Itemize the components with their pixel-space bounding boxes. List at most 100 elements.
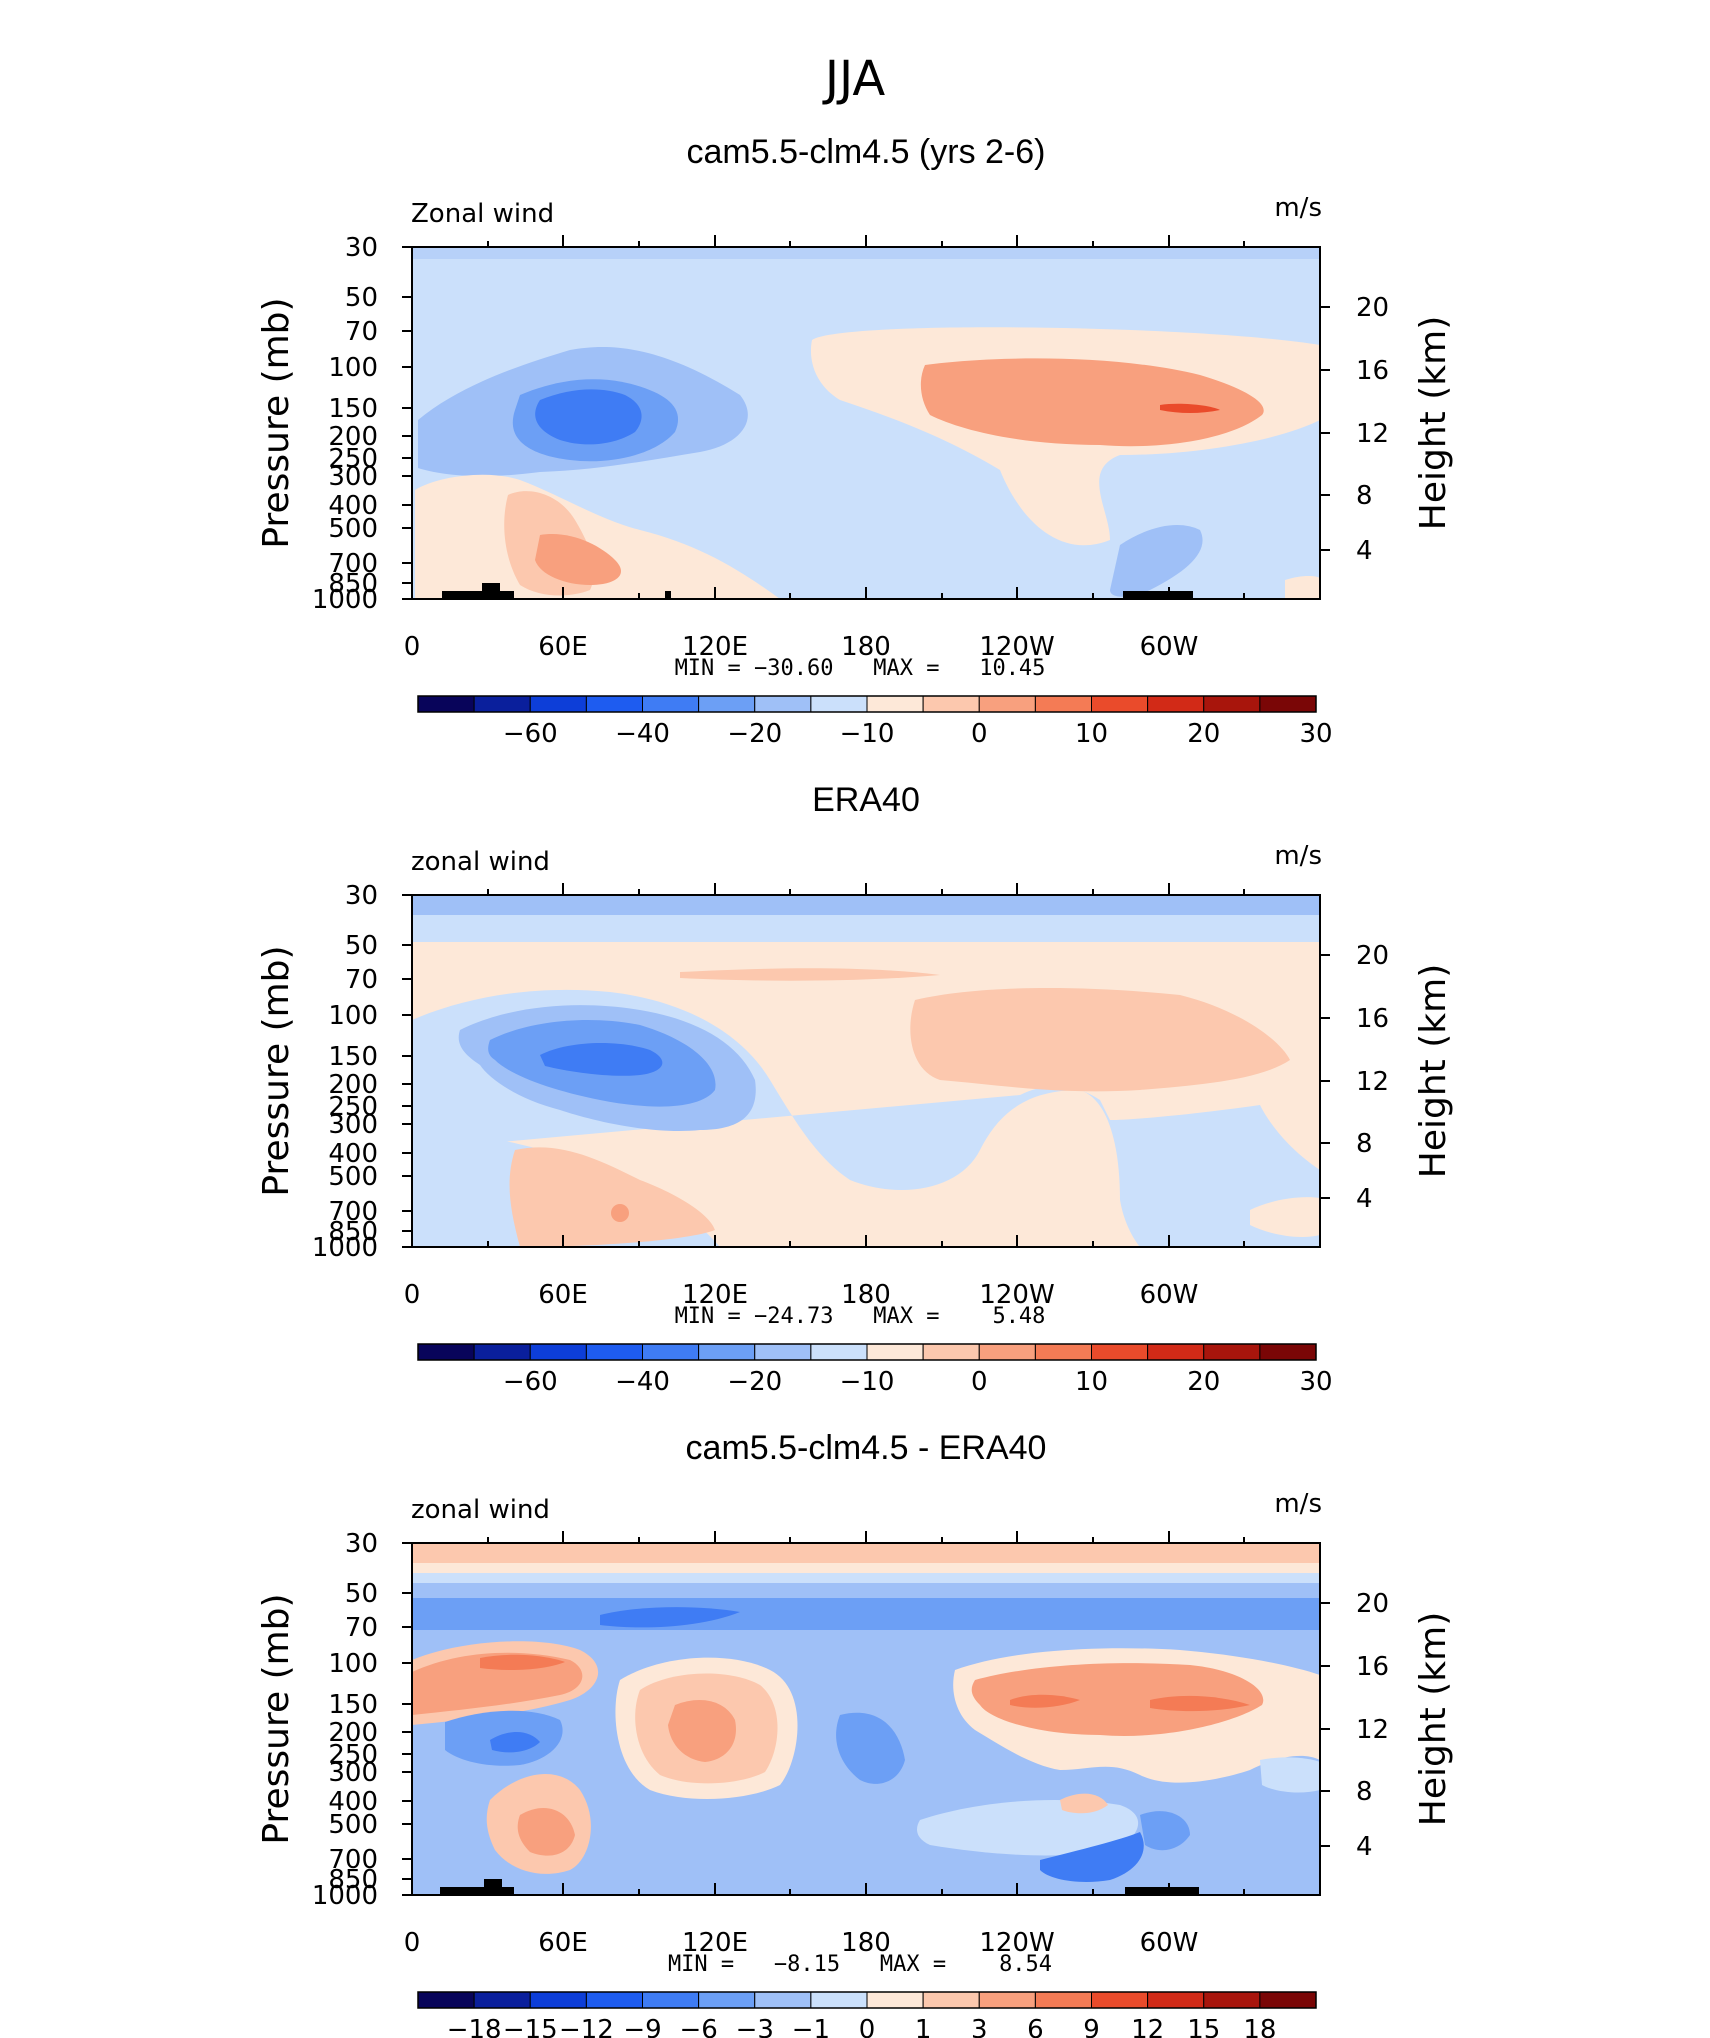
colorbar-swatch	[417, 1991, 475, 2009]
colorbar-label: 18	[1243, 2015, 1276, 2038]
colorbar-swatch	[642, 695, 700, 713]
colorbar-swatch	[1147, 695, 1205, 713]
colorbar-label: −6	[679, 2015, 717, 2038]
pressure-axis: 30 50 70 100 150 200 250 300 400 500 700…	[312, 1529, 412, 1911]
colorbar-label: 0	[859, 2015, 876, 2038]
pressure-tick: 150	[328, 1690, 378, 1720]
pressure-tick: 50	[345, 1579, 378, 1609]
contour-band-upper	[412, 895, 1320, 915]
colorbar-label: −12	[559, 2015, 614, 2038]
contour-edge-light	[1260, 1757, 1320, 1793]
height-tick: 4	[1356, 536, 1373, 566]
colorbar-swatch	[1259, 1343, 1317, 1361]
pressure-tick: 850	[328, 1217, 378, 1247]
topography	[665, 591, 671, 599]
x-tick-label: 0	[404, 1928, 421, 1958]
colorbar-label: −1	[792, 2015, 830, 2038]
colorbar-swatch	[978, 1343, 1036, 1361]
page-title: JJA	[822, 51, 885, 107]
contour-lower-negative	[1110, 525, 1203, 597]
contour-east-core	[1010, 1694, 1080, 1708]
min-max-label: MIN = −30.60 MAX = 10.45	[675, 656, 1046, 681]
x-axis: 0 60E 120E 180 120W 60W	[404, 1531, 1245, 1958]
contour-jet-core	[535, 389, 642, 445]
contour-lower-core	[535, 534, 621, 585]
x-tick-label: 120W	[979, 1928, 1054, 1958]
pressure-tick: 300	[328, 462, 378, 492]
topography	[442, 591, 514, 599]
pressure-tick: 1000	[312, 585, 378, 615]
x-tick-label: 60E	[538, 1928, 588, 1958]
x-tick-label: 0	[404, 1280, 421, 1310]
contour-west-core	[480, 1654, 565, 1670]
colorbar-swatch	[866, 1991, 924, 2009]
pressure-tick: 250	[328, 1092, 378, 1122]
topography	[484, 1879, 502, 1895]
colorbar-swatch	[922, 695, 980, 713]
colorbar-label: 20	[1187, 719, 1220, 749]
topography	[482, 583, 500, 599]
colorbar-label: 10	[1075, 719, 1108, 749]
colorbar-frame	[417, 1343, 1317, 1361]
contour-peak-east	[920, 358, 1264, 447]
x-tick-label: 180	[841, 1280, 891, 1310]
height-tick: 12	[1356, 419, 1389, 449]
height-tick: 8	[1356, 481, 1373, 511]
contour-band-top	[412, 247, 1320, 259]
colorbar-label: −60	[503, 719, 558, 749]
pressure-tick: 200	[328, 422, 378, 452]
pressure-tick: 850	[328, 569, 378, 599]
colorbar-swatch	[698, 1343, 756, 1361]
pressure-tick: 150	[328, 394, 378, 424]
pressure-tick: 300	[328, 1758, 378, 1788]
height-tick: 12	[1356, 1715, 1389, 1745]
colorbar-label: 15	[1187, 2015, 1220, 2038]
colorbar-swatch	[754, 1343, 812, 1361]
colorbar-swatch	[1259, 1991, 1317, 2009]
colorbar-swatch	[642, 1343, 700, 1361]
y-axis-label: Pressure (mb)	[256, 297, 297, 548]
contour-edge-positive	[1285, 575, 1320, 599]
colorbar-label: −40	[615, 1367, 670, 1397]
colorbar-label: 9	[1083, 2015, 1100, 2038]
colorbar-label: 3	[971, 2015, 988, 2038]
pressure-tick: 500	[328, 1810, 378, 1840]
contour-band	[412, 1573, 1320, 1583]
x-tick-label: 60E	[538, 632, 588, 662]
colorbar-swatch	[1091, 1991, 1149, 2009]
topography	[1125, 1887, 1199, 1895]
x-axis: 0 60E 120E 180 120W 60W	[404, 883, 1245, 1310]
variable-label: zonal wind	[411, 847, 550, 877]
x-tick-label: 60W	[1140, 632, 1199, 662]
height-tick: 20	[1356, 293, 1389, 323]
contour-thin-positive	[680, 968, 940, 981]
panel-reanalysis: ERA40 zonal wind m/s 30 50 70 100 150 20…	[256, 781, 1454, 1397]
colorbar-swatch	[473, 695, 531, 713]
contour-field	[412, 247, 1320, 599]
colorbar: −60 −40 −20 −10 0 10 20 30	[417, 1343, 1333, 1397]
right-axis-label: Height (km)	[1413, 316, 1454, 530]
x-tick-label: 60W	[1140, 1928, 1199, 1958]
pressure-tick: 250	[328, 444, 378, 474]
colorbar-swatch	[1203, 1343, 1261, 1361]
x-tick-label: 120W	[979, 632, 1054, 662]
x-tick-label: 120W	[979, 1280, 1054, 1310]
pressure-tick: 50	[345, 931, 378, 961]
colorbar-swatch	[810, 1991, 868, 2009]
pressure-tick: 500	[328, 1162, 378, 1192]
colorbar-label: 6	[1027, 2015, 1044, 2038]
pressure-tick: 70	[345, 1613, 378, 1643]
height-tick: 8	[1356, 1129, 1373, 1159]
height-axis: 20 16 12 8 4	[1320, 293, 1389, 566]
colorbar-swatch	[529, 1991, 587, 2009]
contour-peak-east	[910, 988, 1290, 1092]
x-tick-label: 60W	[1140, 1280, 1199, 1310]
pressure-tick: 400	[328, 1139, 378, 1169]
pressure-tick: 200	[328, 1070, 378, 1100]
height-tick: 16	[1356, 1652, 1389, 1682]
contour-band-negative	[412, 1598, 1320, 1630]
colorbar-swatch	[810, 695, 868, 713]
colorbar-swatch	[585, 1991, 644, 2009]
colorbar-swatch	[698, 695, 756, 713]
height-tick: 20	[1356, 941, 1389, 971]
